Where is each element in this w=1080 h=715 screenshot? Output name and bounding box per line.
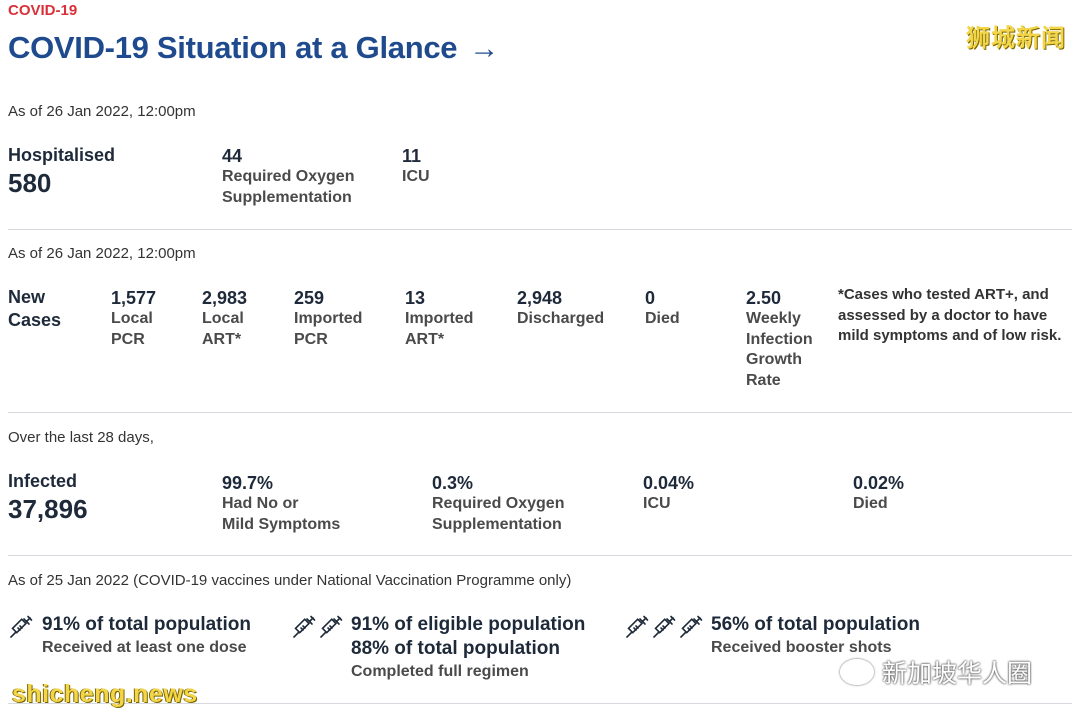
stat-value: 13	[405, 288, 426, 308]
full-regimen-stat: 91% of eligible population 88% of total …	[351, 613, 585, 683]
infected-label: Infected	[8, 471, 78, 491]
new-cases-label-1: New	[8, 287, 46, 307]
infected-asof: Over the last 28 days,	[8, 429, 154, 446]
arrow-right-icon: →	[469, 32, 499, 65]
stat-local-pcr: 1,577 Local PCR	[111, 287, 156, 350]
stat-discharged: 2,948 Discharged	[517, 287, 604, 330]
oxygen-label-2: Supplementation	[222, 188, 352, 206]
stat-label: Local	[111, 310, 153, 327]
stat-value: 2.50	[746, 288, 782, 308]
infected-oxygen-stat: 0.3% Required Oxygen Supplementation	[432, 472, 564, 535]
divider	[8, 555, 1072, 556]
stat-imported-pcr: 259 Imported PCR	[294, 287, 362, 350]
watermark-wechat: 新加坡华人圈	[840, 654, 1032, 690]
syringe-icon	[291, 614, 317, 645]
hospital-asof: As of 26 Jan 2022, 12:00pm	[8, 103, 196, 120]
divider	[8, 703, 1072, 704]
one-dose-stat: 91% of total population Received at leas…	[42, 613, 251, 659]
stat-imported-art: 13 Imported ART*	[405, 287, 473, 350]
new-cases-label: New Cases	[8, 286, 61, 332]
hospitalised-value: 580	[8, 168, 52, 198]
stat-value: 0	[645, 288, 656, 308]
mild-stat: 99.7% Had No or Mild Symptoms	[222, 472, 340, 535]
stat-label: PCR	[111, 330, 145, 348]
vaccination-asof: As of 25 Jan 2022 (COVID-19 vaccines und…	[8, 572, 572, 589]
booster-headline: 56% of total population	[711, 614, 920, 635]
watermark-wechat-text: 新加坡华人圈	[882, 659, 1033, 688]
booster-stat: 56% of total population Received booster…	[711, 613, 920, 659]
booster-desc: Received booster shots	[711, 639, 892, 656]
page-title-link[interactable]: COVID-19 Situation at a Glance →	[8, 30, 499, 66]
mild-label-2: Mild Symptoms	[222, 515, 341, 533]
infected-oxygen-value: 0.3%	[432, 473, 474, 493]
icu-label: ICU	[402, 168, 430, 185]
infected-icu-stat: 0.04% ICU	[643, 472, 694, 515]
syringe-icon	[678, 614, 704, 645]
infected-value: 37,896	[8, 494, 88, 524]
stat-growth-rate: 2.50 Weekly Infection Growth Rate	[746, 287, 813, 391]
stat-label: PCR	[294, 330, 328, 348]
hospitalised-label: Hospitalised	[8, 145, 116, 165]
stat-local-art: 2,983 Local ART*	[202, 287, 247, 350]
full-regimen-headline-1: 91% of eligible population	[351, 614, 586, 635]
wechat-icon	[840, 659, 874, 685]
infected-oxygen-label-1: Required Oxygen	[432, 495, 565, 512]
syringe-icon	[318, 614, 344, 645]
infected-icu-label: ICU	[643, 495, 671, 512]
infected-died-stat: 0.02% Died	[853, 472, 904, 515]
oxygen-value: 44	[222, 146, 243, 166]
new-cases-label-2: Cases	[8, 310, 62, 330]
cases-asof: As of 26 Jan 2022, 12:00pm	[8, 245, 196, 262]
stat-label: ART*	[202, 330, 242, 348]
section-kicker: COVID-19	[8, 2, 78, 19]
full-regimen-headline-2: 88% of total population	[351, 638, 560, 659]
infected-icu-value: 0.04%	[643, 473, 695, 493]
syringe-icon	[651, 614, 677, 645]
art-footnote: *Cases who tested ART+, and assessed by …	[838, 286, 1062, 344]
infected-died-label: Died	[853, 495, 888, 512]
stat-label: Died	[645, 310, 680, 327]
infected-died-value: 0.02%	[853, 473, 905, 493]
watermark-top-right: 狮城新闻	[966, 24, 1066, 52]
syringe-icon	[8, 614, 34, 645]
stat-label: Local	[202, 310, 244, 327]
one-dose-desc: Received at least one dose	[42, 639, 247, 656]
icu-stat: 11 ICU	[402, 145, 430, 188]
stat-label: Growth	[746, 351, 802, 368]
stat-label: Discharged	[517, 310, 605, 327]
page-title: COVID-19 Situation at a Glance	[8, 30, 458, 65]
mild-label-1: Had No or	[222, 495, 299, 512]
mild-value: 99.7%	[222, 473, 274, 493]
stat-value: 2,948	[517, 288, 563, 308]
icu-value: 11	[402, 146, 422, 166]
infected-oxygen-label-2: Supplementation	[432, 515, 562, 533]
divider	[8, 412, 1072, 413]
syringe-icon	[624, 614, 650, 645]
stat-label: Rate	[746, 371, 781, 389]
divider	[8, 229, 1072, 230]
stat-died: 0 Died	[645, 287, 680, 330]
oxygen-stat: 44 Required Oxygen Supplementation	[222, 145, 354, 208]
stat-label: Weekly	[746, 310, 801, 327]
stat-label: ART*	[405, 330, 445, 348]
stat-value: 1,577	[111, 288, 157, 308]
stat-label: Imported	[294, 310, 363, 327]
stat-value: 2,983	[202, 288, 248, 308]
stat-value: 259	[294, 288, 325, 308]
full-regimen-desc: Completed full regimen	[351, 663, 529, 680]
watermark-bottom-left: shicheng.news	[12, 680, 198, 708]
oxygen-label-1: Required Oxygen	[222, 168, 355, 185]
stat-label: Imported	[405, 310, 474, 327]
one-dose-headline: 91% of total population	[42, 614, 251, 635]
stat-label: Infection	[746, 330, 813, 348]
